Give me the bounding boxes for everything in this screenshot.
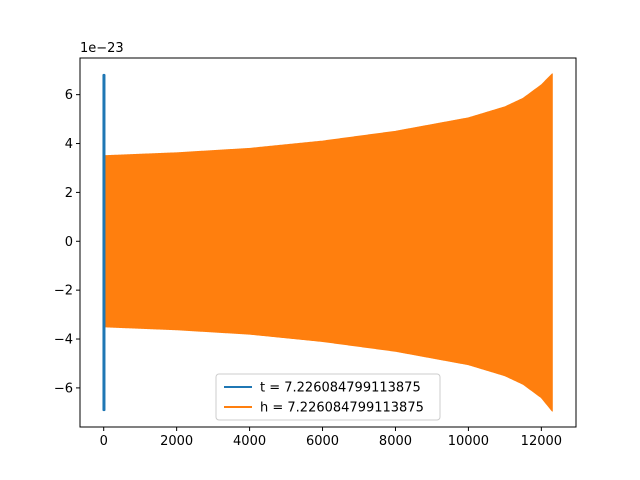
x-tick-label: 2000 [160,434,193,449]
y-tick-label: 0 [65,235,73,250]
x-tick-label: 4000 [233,434,266,449]
x-axis: 0 2000 4000 6000 8000 10000 12000 [100,427,562,449]
x-tick-label: 0 [100,434,108,449]
y-axis: −6 −4 −2 0 2 4 6 [54,88,80,396]
y-tick-label: 4 [65,137,73,152]
x-tick-label: 8000 [379,434,412,449]
y-tick-label: 6 [65,88,73,103]
axes-frame [79,57,577,428]
legend-entry: t = 7.226084799113875 [260,381,421,396]
y-tick-label: 2 [65,186,73,201]
y-tick-label: −4 [54,333,73,348]
series-line-1 [103,73,553,412]
legend: t = 7.226084799113875 h = 7.2260847991138… [215,373,441,421]
y-tick-label: −6 [54,381,73,396]
plot-area [102,73,553,412]
x-tick-label: 6000 [306,434,339,449]
series-line-0 [102,73,106,412]
legend-box [215,373,441,421]
x-tick-label: 10000 [448,434,489,449]
y-tick-label: −2 [54,284,73,299]
x-tick-label: 12000 [521,434,562,449]
y-offset-label: 1e−23 [80,41,124,56]
legend-entry: h = 7.226084799113875 [260,401,424,416]
